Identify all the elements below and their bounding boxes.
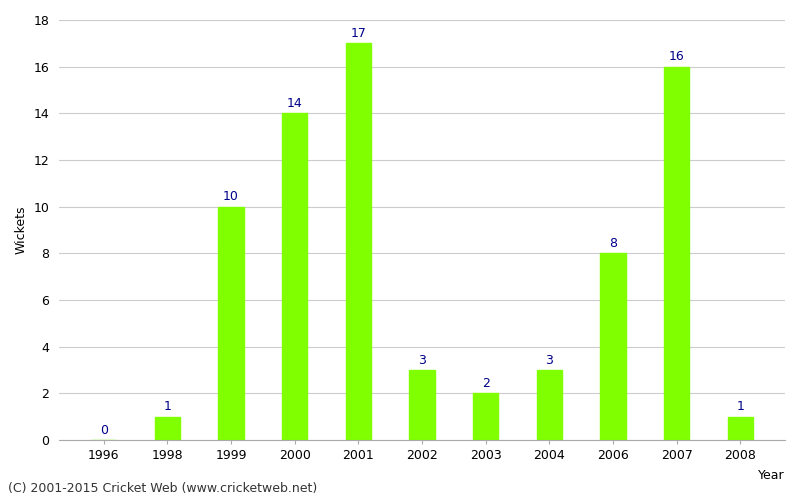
Text: 16: 16 xyxy=(669,50,685,63)
Bar xyxy=(537,370,562,440)
Text: 0: 0 xyxy=(100,424,108,436)
Text: Year: Year xyxy=(758,470,785,482)
Y-axis label: Wickets: Wickets xyxy=(15,206,28,254)
Bar xyxy=(346,44,371,440)
Text: 17: 17 xyxy=(350,27,366,40)
Bar xyxy=(154,416,180,440)
Bar xyxy=(664,66,690,440)
Bar xyxy=(600,254,626,440)
Bar xyxy=(473,394,498,440)
Text: 2: 2 xyxy=(482,377,490,390)
Bar xyxy=(282,114,307,440)
Text: 14: 14 xyxy=(287,97,302,110)
Bar xyxy=(218,206,244,440)
Text: 1: 1 xyxy=(163,400,171,413)
Text: 8: 8 xyxy=(609,237,617,250)
Text: (C) 2001-2015 Cricket Web (www.cricketweb.net): (C) 2001-2015 Cricket Web (www.cricketwe… xyxy=(8,482,318,495)
Bar xyxy=(728,416,753,440)
Bar xyxy=(410,370,435,440)
Text: 1: 1 xyxy=(737,400,744,413)
Text: 10: 10 xyxy=(223,190,239,203)
Text: 3: 3 xyxy=(418,354,426,366)
Text: 3: 3 xyxy=(546,354,554,366)
